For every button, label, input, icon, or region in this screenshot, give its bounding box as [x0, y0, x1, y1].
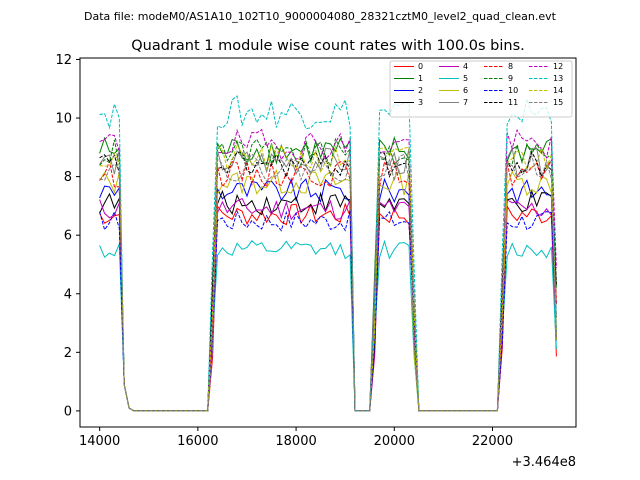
x-tick-label: 20000	[374, 434, 415, 449]
legend-label-7: 7	[463, 98, 468, 107]
series-layer	[99, 95, 557, 412]
x-tick-label: 18000	[275, 434, 316, 449]
y-tick-label: 6	[64, 229, 72, 244]
series-line-11	[99, 150, 557, 412]
y-tick-label: 4	[64, 287, 72, 302]
y-axis: 0 2 4 6 8 10 12	[55, 53, 80, 419]
x-axis: 14000 16000 18000 20000 22000	[79, 427, 513, 449]
plot-frame	[79, 57, 577, 428]
y-tick-label: 2	[64, 346, 72, 361]
legend-label-2: 2	[418, 86, 423, 95]
chart-title: Quadrant 1 module wise count rates with …	[131, 38, 525, 54]
legend-label-4: 4	[463, 62, 468, 71]
legend-label-0: 0	[418, 62, 423, 71]
legend-label-3: 3	[418, 98, 423, 107]
legend-label-10: 10	[508, 86, 518, 95]
y-tick-label: 0	[64, 404, 72, 419]
x-tick-label: 22000	[472, 434, 513, 449]
legend-label-9: 9	[508, 74, 513, 83]
legend-label-15: 15	[553, 98, 563, 107]
legend-label-1: 1	[418, 74, 423, 83]
legend-label-8: 8	[508, 62, 513, 71]
legend-label-14: 14	[553, 86, 563, 95]
y-tick-label: 12	[55, 53, 72, 68]
y-tick-label: 8	[64, 170, 72, 185]
legend-label-11: 11	[508, 98, 518, 107]
plot-background	[80, 58, 576, 427]
x-offset-label: +3.464e8	[512, 455, 576, 470]
series-line-15	[99, 153, 557, 412]
legend-label-6: 6	[463, 86, 468, 95]
legend-label-13: 13	[553, 74, 563, 83]
x-tick-label: 14000	[79, 434, 120, 449]
legend-label-5: 5	[463, 74, 468, 83]
y-tick-label: 10	[55, 112, 72, 127]
x-tick-label: 16000	[177, 434, 218, 449]
legend-box	[389, 60, 573, 118]
legend-label-12: 12	[553, 62, 563, 71]
chart-suptitle: Data file: modeM0/AS1A10_102T10_90000040…	[84, 10, 557, 23]
